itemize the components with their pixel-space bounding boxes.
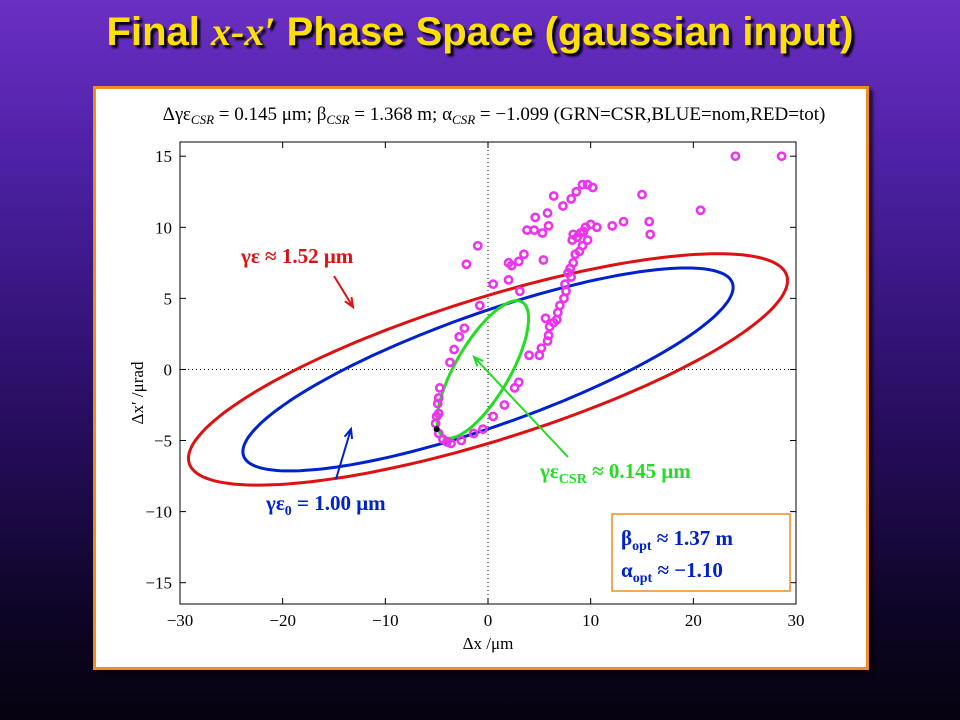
particle-point [499,400,510,410]
slide-title-variable: x-x′ [210,9,276,54]
particle-point [503,274,514,285]
total-arrow [333,275,354,308]
csr-arrow-head [472,355,484,367]
particle-point [543,220,554,231]
particle-point [537,228,548,238]
particle-point [695,205,706,216]
particle-point [456,435,467,446]
phase-space-chart: ΔγεCSR = 0.145 μm; βCSR = 1.368 m; αCSR … [128,104,826,653]
particle-point [488,279,499,290]
particle-point [570,249,581,260]
nominal-arrow [335,428,352,480]
particle-point [582,235,593,245]
particle-point [474,300,485,311]
particle-point [472,240,483,251]
particle-point [449,344,460,355]
particle-point [644,216,655,227]
particle-point [513,256,524,267]
particle-point [582,179,593,190]
plot-layer: −30 −20 −10 0 10 20 30 −15 −10 −5 0 5 10 15 Δx /μm Δx′ … [128,141,805,653]
particle-point [459,323,470,334]
particle-point [645,229,656,240]
particle-point [548,191,559,201]
particle-point [446,438,456,449]
particle-point [468,428,479,439]
particle-point [524,350,534,361]
total-emittance-label: γε ≈ 1.52 μm [240,244,354,268]
particle-point [434,383,445,393]
particle-point [534,350,545,361]
particle-point [563,267,573,278]
y-tick-label: 0 [164,360,173,379]
particle-point [540,313,551,324]
csr-arrow [473,356,569,458]
particle-point [568,229,579,240]
slide-title: Final x-x′ Phase Space (gaussian input) [0,8,960,55]
ellipse-tot [186,252,789,487]
particle-point [571,186,582,197]
particle-point [542,208,553,218]
particle-point [538,255,549,265]
x-tick-label: 30 [788,611,805,630]
y-tick-label: −5 [154,432,172,451]
particle-point [445,357,455,368]
beta-opt-label: βopt ≈ 1.37 m [621,526,734,554]
slide-title-suffix: Phase Space (gaussian input) [275,10,854,54]
particle-point [618,216,629,227]
particle-point [432,398,443,409]
particle-point [542,336,553,346]
slide-title-prefix: Final [106,10,211,54]
particle-point [454,331,465,342]
particle-point [530,212,541,223]
particle-point [519,249,529,260]
particle-point [513,377,524,388]
particle-point [558,201,568,211]
alpha-opt-label: αopt ≈ −1.10 [621,558,723,586]
particle-point [637,189,647,200]
x-tick-label: 0 [484,611,493,630]
particle-point [730,151,741,162]
x-tick-label: −10 [372,611,399,630]
y-tick-label: 10 [155,218,172,237]
particle-point [776,151,787,162]
beam-centroid-marker [433,426,440,433]
ellipse-nom [241,266,735,473]
x-tick-label: −30 [167,611,194,630]
chart-panel: ΔγεCSR = 0.145 μm; βCSR = 1.368 m; αCSR … [93,86,869,670]
particle-point [433,392,444,403]
optics-box [611,513,791,592]
y-tick-label: −15 [145,574,172,593]
particle-point [567,235,578,245]
particle-point [543,330,554,341]
total-arrow-head [344,296,355,310]
particle-point [461,259,472,270]
chart-title: ΔγεCSR = 0.145 μm; βCSR = 1.368 m; αCSR … [163,104,826,127]
nominal-arrow-head [343,426,354,440]
y-tick-label: 5 [164,289,173,308]
particle-point [544,321,555,332]
particle-point [577,179,588,190]
particle-point [503,257,514,268]
nominal-emittance-label: γε0 = 1.00 μm [265,491,386,519]
ellipse-CSR [435,299,531,440]
particle-point [559,293,569,304]
csr-emittance-label: γεCSR ≈ 0.145 μm [539,459,691,487]
particle-point [514,286,525,297]
x-tick-label: 10 [582,611,599,630]
x-axis-label: Δx /μm [463,634,514,653]
y-tick-label: 15 [155,147,172,166]
particle-point [477,424,488,435]
y-axis-label: Δx′ /μrad [128,361,147,424]
particle-point [522,225,532,236]
x-tick-label: 20 [685,611,702,630]
particle-point [607,220,618,231]
y-tick-label: −10 [145,503,172,522]
particle-point [488,411,499,422]
particle-point [566,193,577,204]
particle-point [430,418,441,429]
x-tick-label: −20 [269,611,296,630]
